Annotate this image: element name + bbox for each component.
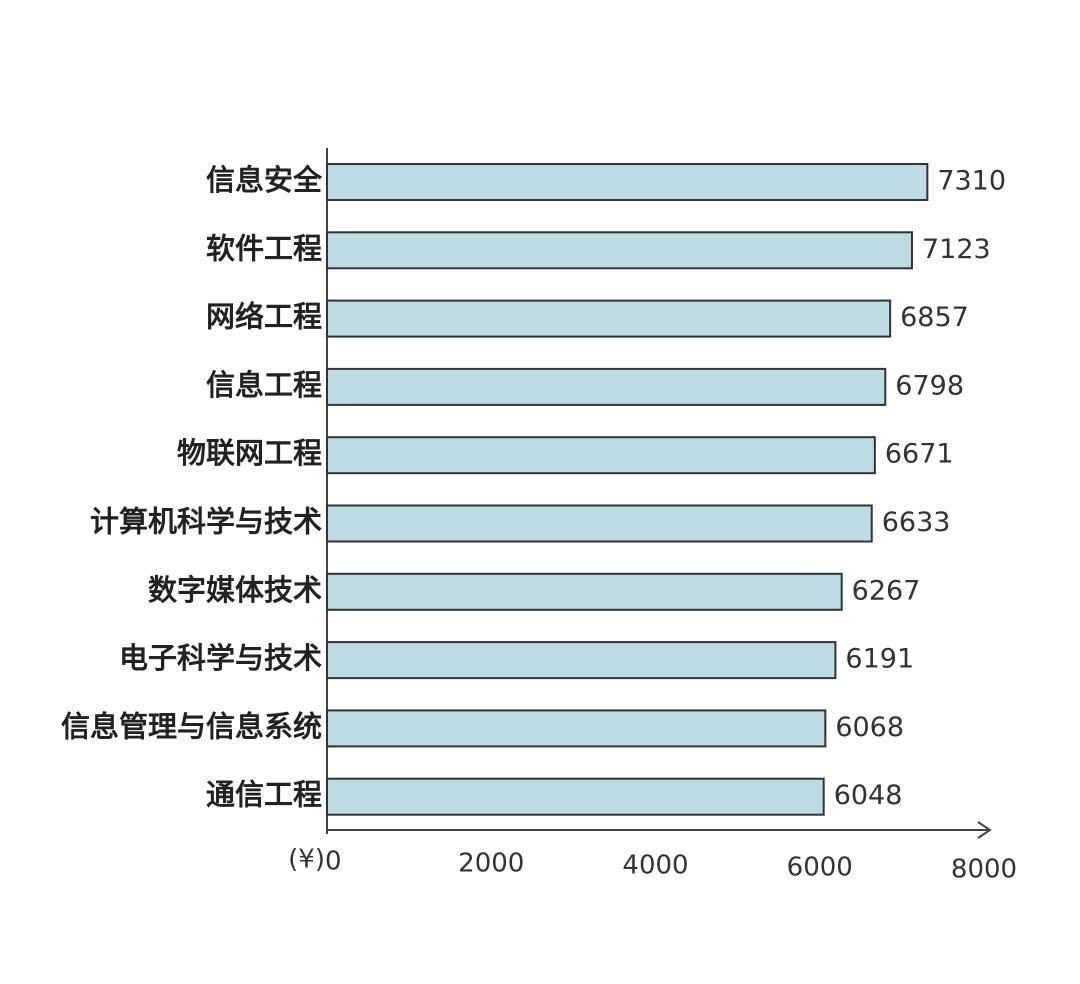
bar (326, 163, 929, 201)
axis-arrow (977, 821, 992, 839)
bar (326, 436, 876, 475)
x-tick-label: 6000 (787, 853, 853, 883)
value-label: 6857 (900, 302, 969, 333)
category-label: 信息管理与信息系统 (61, 709, 322, 743)
category-label: 信息工程 (206, 368, 322, 402)
value-label: 6633 (882, 507, 951, 538)
bar (326, 641, 837, 680)
x-tick-label: 8000 (951, 855, 1017, 885)
x-axis-unit: (¥) (288, 845, 325, 875)
bar (326, 504, 873, 543)
bar (326, 709, 827, 748)
bar (326, 777, 825, 816)
bar (326, 572, 843, 611)
value-label: 6191 (845, 644, 914, 675)
value-label: 6798 (895, 370, 964, 401)
bar (326, 299, 892, 338)
value-label: 6671 (885, 439, 954, 470)
category-label: 通信工程 (206, 778, 322, 812)
bar (326, 367, 887, 406)
category-label: 信息安全 (206, 163, 323, 197)
bar (326, 231, 913, 270)
x-tick-label: 0 (325, 847, 342, 877)
category-label: 软件工程 (206, 231, 322, 265)
category-label: 物联网工程 (177, 436, 322, 470)
value-label: 7310 (937, 166, 1006, 197)
value-label: 6267 (852, 575, 921, 606)
category-label: 计算机科学与技术 (90, 505, 322, 539)
category-label: 电子科学与技术 (119, 641, 322, 675)
category-label: 数字媒体技术 (148, 573, 322, 607)
x-tick-label: 4000 (622, 851, 688, 881)
value-label: 6068 (835, 712, 904, 743)
value-label: 7123 (922, 234, 991, 265)
value-label: 6048 (834, 780, 903, 811)
x-tick-label: 2000 (458, 849, 524, 879)
category-label: 网络工程 (206, 300, 322, 334)
